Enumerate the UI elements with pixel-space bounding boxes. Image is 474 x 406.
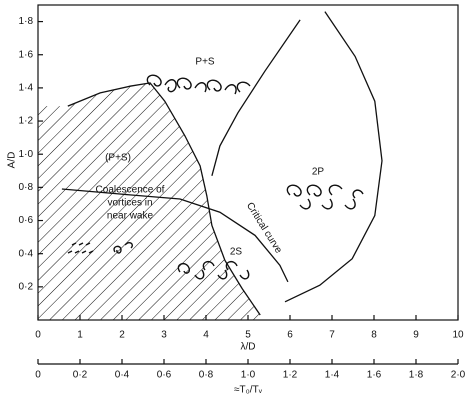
x2-tick-label: 0·2 <box>73 370 88 381</box>
x2-tick-label: 1·2 <box>283 370 298 381</box>
x2-tick-label: 1·8 <box>409 370 424 381</box>
annotation: 2S <box>230 247 243 258</box>
annotation: Coalescence of <box>96 185 165 196</box>
x-tick-label: 7 <box>329 330 335 341</box>
boundary-curve <box>67 82 261 316</box>
x-tick-label: 1 <box>77 330 83 341</box>
x-tick-label: 9 <box>413 330 419 341</box>
x2-tick-label: 1·0 <box>241 370 256 381</box>
boundary-curve <box>211 19 301 176</box>
hatched-region <box>38 82 261 320</box>
annotation: 2P <box>312 167 325 178</box>
boundary-curve <box>61 188 289 283</box>
x2-tick-label: 0·8 <box>199 370 214 381</box>
y-tick-label: 1·6 <box>19 49 34 60</box>
x-tick-label: 10 <box>452 330 464 341</box>
y-tick-label: 0·8 <box>19 182 34 193</box>
y-tick-label: 0·6 <box>19 215 34 226</box>
x2-tick-label: 0·4 <box>115 370 130 381</box>
x-tick-label: 4 <box>203 330 209 341</box>
x-tick-label: 3 <box>161 330 167 341</box>
x-tick-label: 2 <box>119 330 125 341</box>
y-tick-label: 1·0 <box>19 149 34 160</box>
x-axis-label: λ/D <box>241 342 256 353</box>
x-tick-label: 8 <box>371 330 377 341</box>
x-tick-label: 0 <box>35 330 41 341</box>
y-tick-label: 0·2 <box>19 281 34 292</box>
annotation: Critical curve <box>244 201 284 256</box>
annotation: P+S <box>195 57 215 68</box>
x2-axis-label: ≈T₀/Tᵥ <box>234 385 263 396</box>
y-tick-label: 1·2 <box>19 116 34 127</box>
x2-tick-label: 1·6 <box>367 370 382 381</box>
x2-tick-label: 0·6 <box>157 370 172 381</box>
annotation: (P+S) <box>105 153 131 164</box>
annotation: vortices in <box>107 198 152 209</box>
x-tick-label: 5 <box>245 330 251 341</box>
y-tick-label: 0·4 <box>19 248 34 259</box>
y-tick-label: 1·8 <box>19 16 34 27</box>
x2-tick-label: 0 <box>35 370 41 381</box>
annotation: near wake <box>107 211 154 222</box>
x2-tick-label: 2·0 <box>451 370 466 381</box>
boundary-curve <box>284 11 383 303</box>
y-axis-label: A/D <box>7 152 18 169</box>
x-tick-label: 6 <box>287 330 293 341</box>
x2-tick-label: 1·4 <box>325 370 340 381</box>
y-tick-label: 1·4 <box>19 83 34 94</box>
